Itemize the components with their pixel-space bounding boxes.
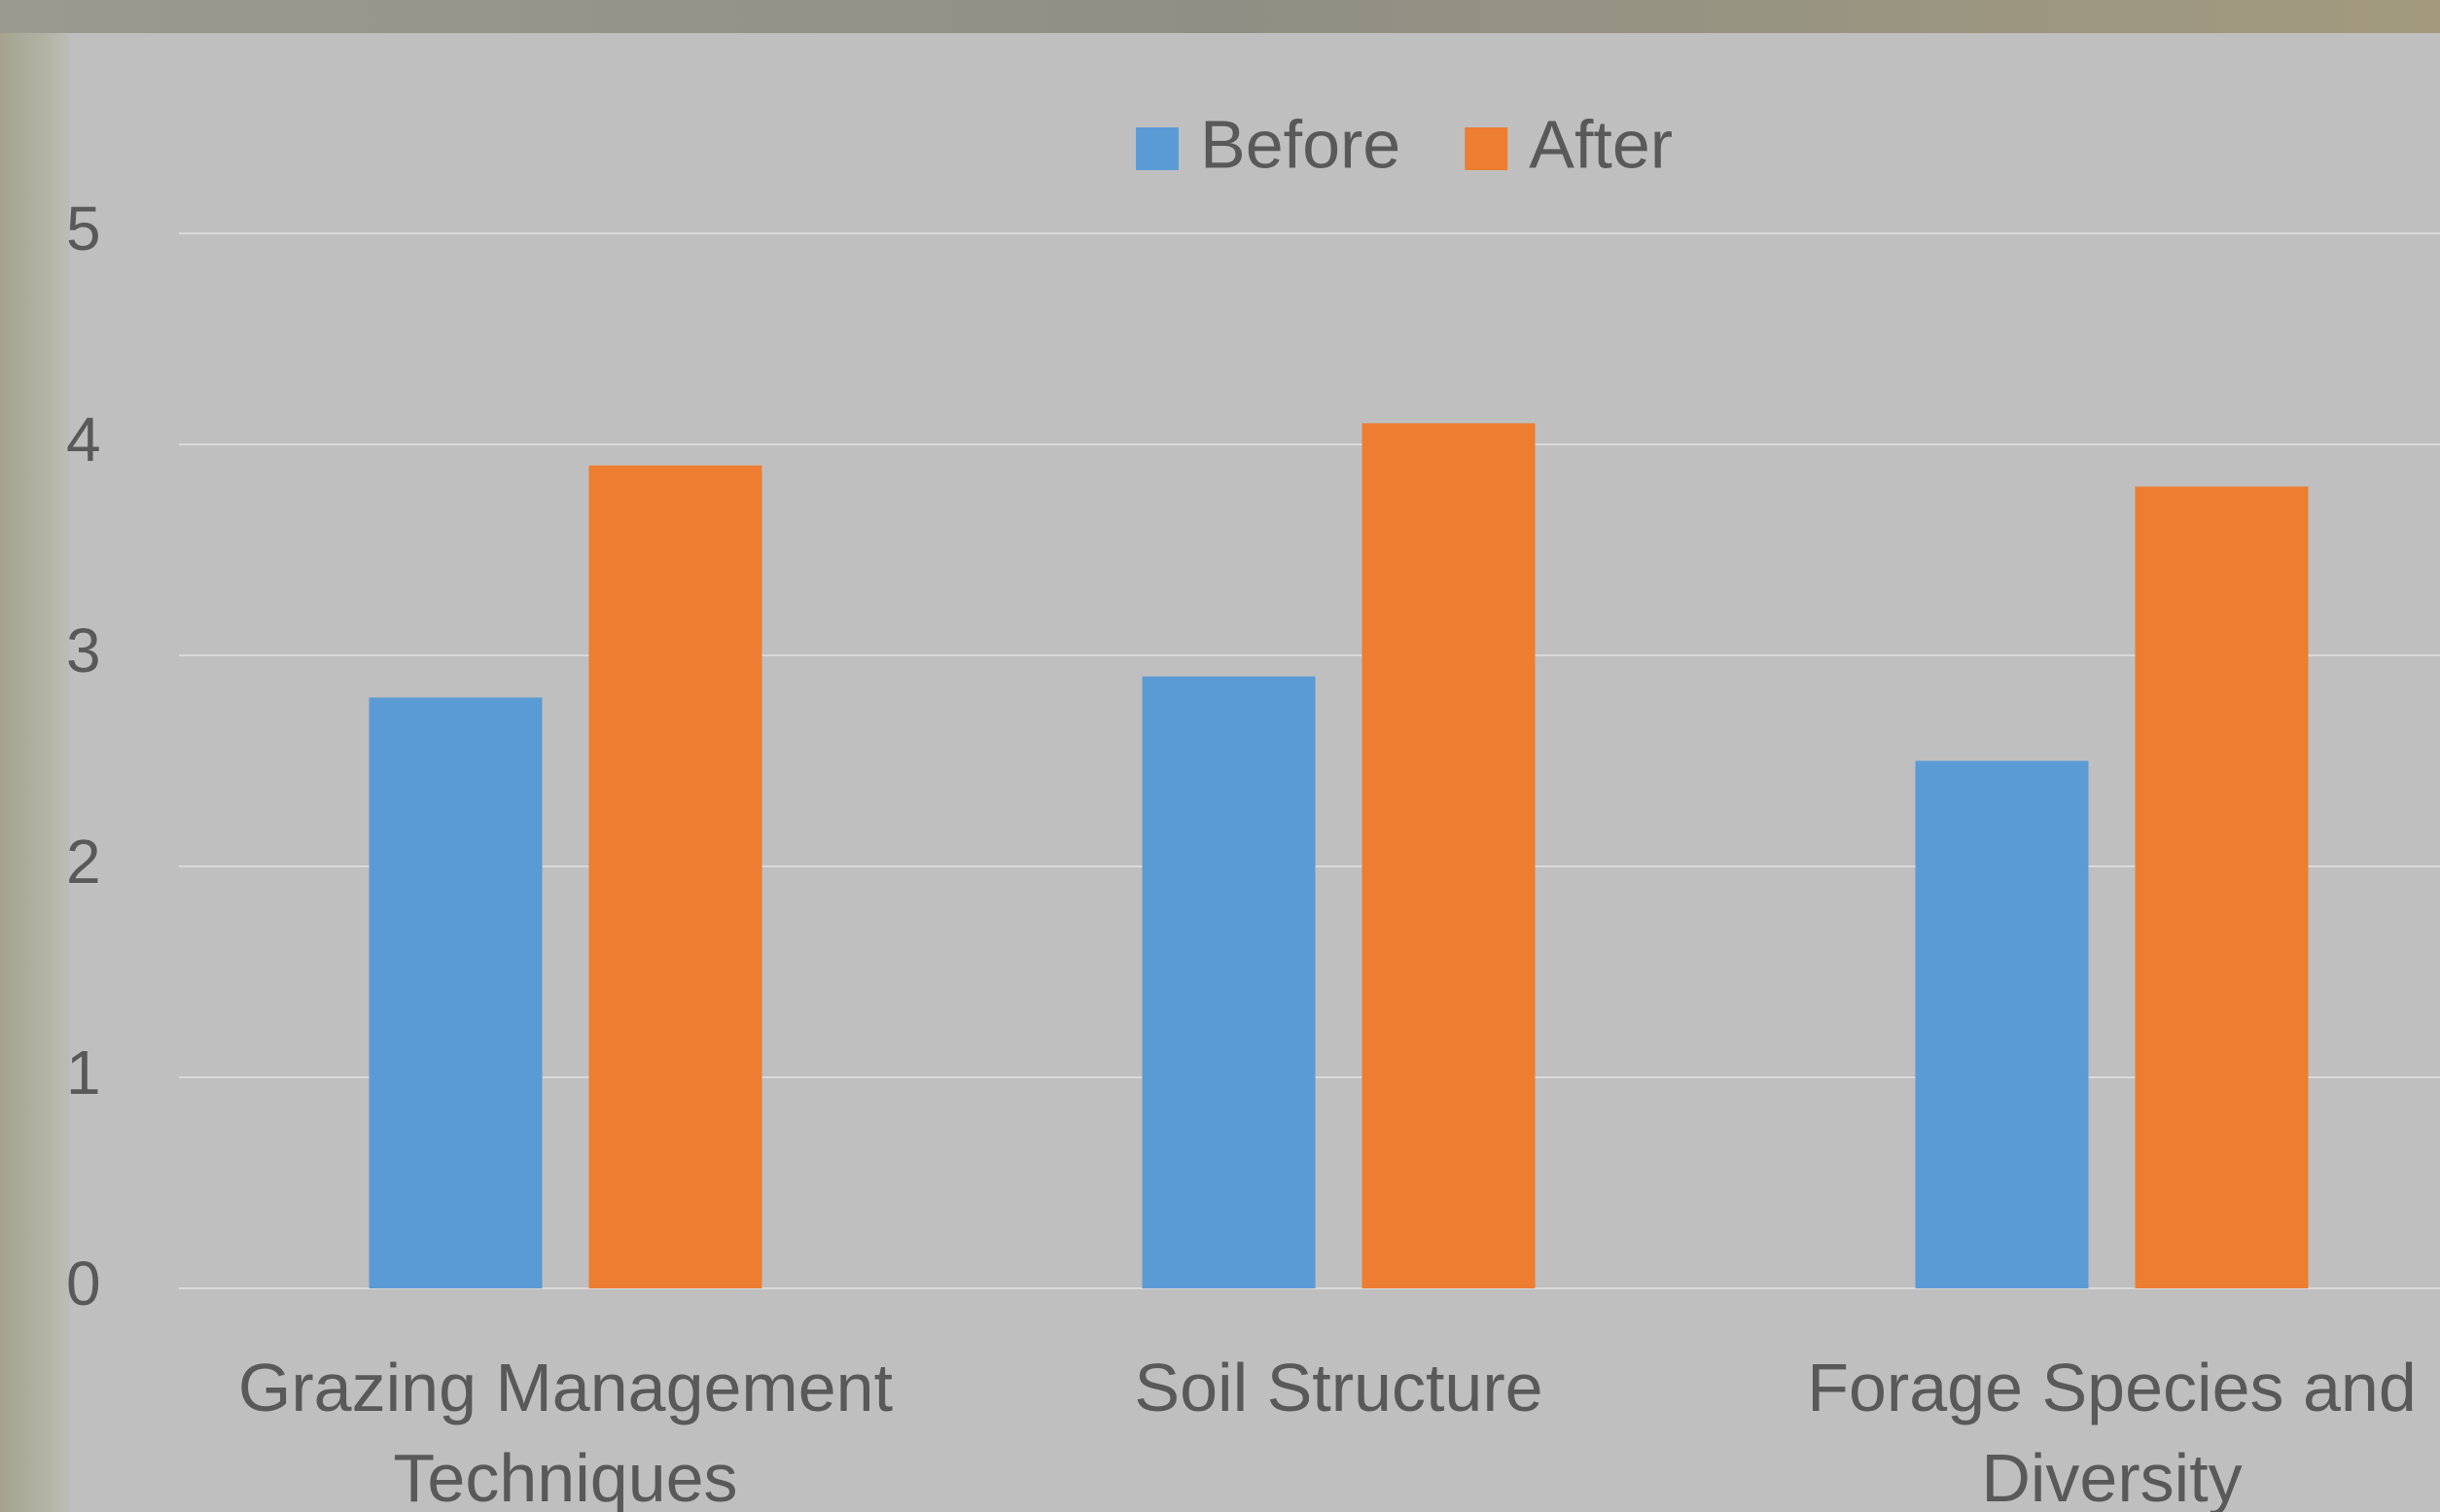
legend-label: Before (1200, 106, 1400, 182)
bar (1361, 423, 1536, 1288)
bar (2135, 486, 2309, 1288)
background-strip (0, 0, 2440, 33)
background-strip (0, 0, 70, 1512)
y-tick-label: 4 (66, 404, 101, 475)
x-tick-label: Grazing Management Techniques (237, 1350, 894, 1512)
y-tick-label: 2 (66, 826, 101, 897)
y-tick-label: 0 (66, 1248, 101, 1319)
y-tick-label: 1 (66, 1037, 101, 1108)
x-tick-label: Forage Species and Diversity (1807, 1350, 2417, 1512)
x-tick-label: Soil Structure (1134, 1350, 1543, 1425)
legend-swatch (1136, 127, 1179, 170)
bar (369, 697, 543, 1288)
bar (1915, 760, 2089, 1288)
y-tick-label: 5 (66, 193, 101, 264)
legend-label: After (1529, 106, 1673, 182)
bar (588, 465, 762, 1288)
bar (1142, 676, 1316, 1288)
legend-swatch (1465, 127, 1508, 170)
y-tick-label: 3 (66, 615, 101, 686)
